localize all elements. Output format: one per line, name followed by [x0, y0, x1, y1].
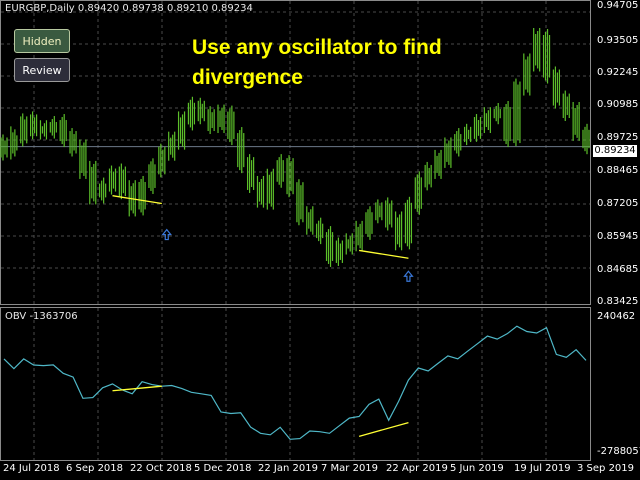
price-axis-label: 0.90985 [597, 99, 639, 110]
divergence-line [359, 249, 409, 259]
date-axis-label: 19 Jul 2019 [514, 463, 571, 474]
obv-line [3, 325, 587, 440]
divergence-line [112, 195, 162, 205]
obv-min-label: -2788057 [597, 446, 640, 457]
date-axis-label: 5 Jun 2019 [450, 463, 504, 474]
up-arrow-icon [403, 270, 414, 282]
date-axis-label: 22 Oct 2018 [130, 463, 192, 474]
date-axis-label: 22 Jan 2019 [258, 463, 318, 474]
divergence-line [358, 422, 409, 437]
obv-max-label: 240462 [597, 311, 636, 322]
price-axis-label: 0.92245 [597, 67, 639, 78]
price-axis-label: 0.94705 [597, 0, 639, 11]
date-axis-label: 22 Apr 2019 [386, 463, 448, 474]
date-axis-label: 24 Jul 2018 [3, 463, 60, 474]
date-axis-label: 6 Sep 2018 [66, 463, 124, 474]
date-axis-label: 7 Mar 2019 [321, 463, 379, 474]
up-arrow-icon [161, 228, 173, 241]
headline-annotation: Use any oscillator to find divergence [192, 36, 442, 89]
date-axis-label: 5 Dec 2018 [194, 463, 252, 474]
price-axis-label: 0.85945 [597, 231, 639, 242]
hidden-button[interactable]: Hidden [14, 29, 70, 53]
price-axis-label: 0.89725 [597, 132, 639, 143]
price-axis-label: 0.87205 [597, 198, 639, 209]
current-price-tag: 0.89234 [593, 145, 637, 157]
symbol-title: EURGBP,Daily 0.89420 0.89738 0.89210 0.8… [5, 3, 253, 14]
obv-indicator-label: OBV -1363706 [5, 311, 78, 322]
price-axis-label: 0.83425 [597, 296, 639, 307]
date-axis-label: 3 Sep 2019 [577, 463, 635, 474]
price-axis-label: 0.88465 [597, 165, 639, 176]
obv-panel-frame [0, 307, 591, 461]
price-axis-label: 0.93505 [597, 35, 639, 46]
divergence-line [112, 385, 162, 392]
review-button[interactable]: Review [14, 58, 70, 82]
price-axis-label: 0.84685 [597, 264, 639, 275]
